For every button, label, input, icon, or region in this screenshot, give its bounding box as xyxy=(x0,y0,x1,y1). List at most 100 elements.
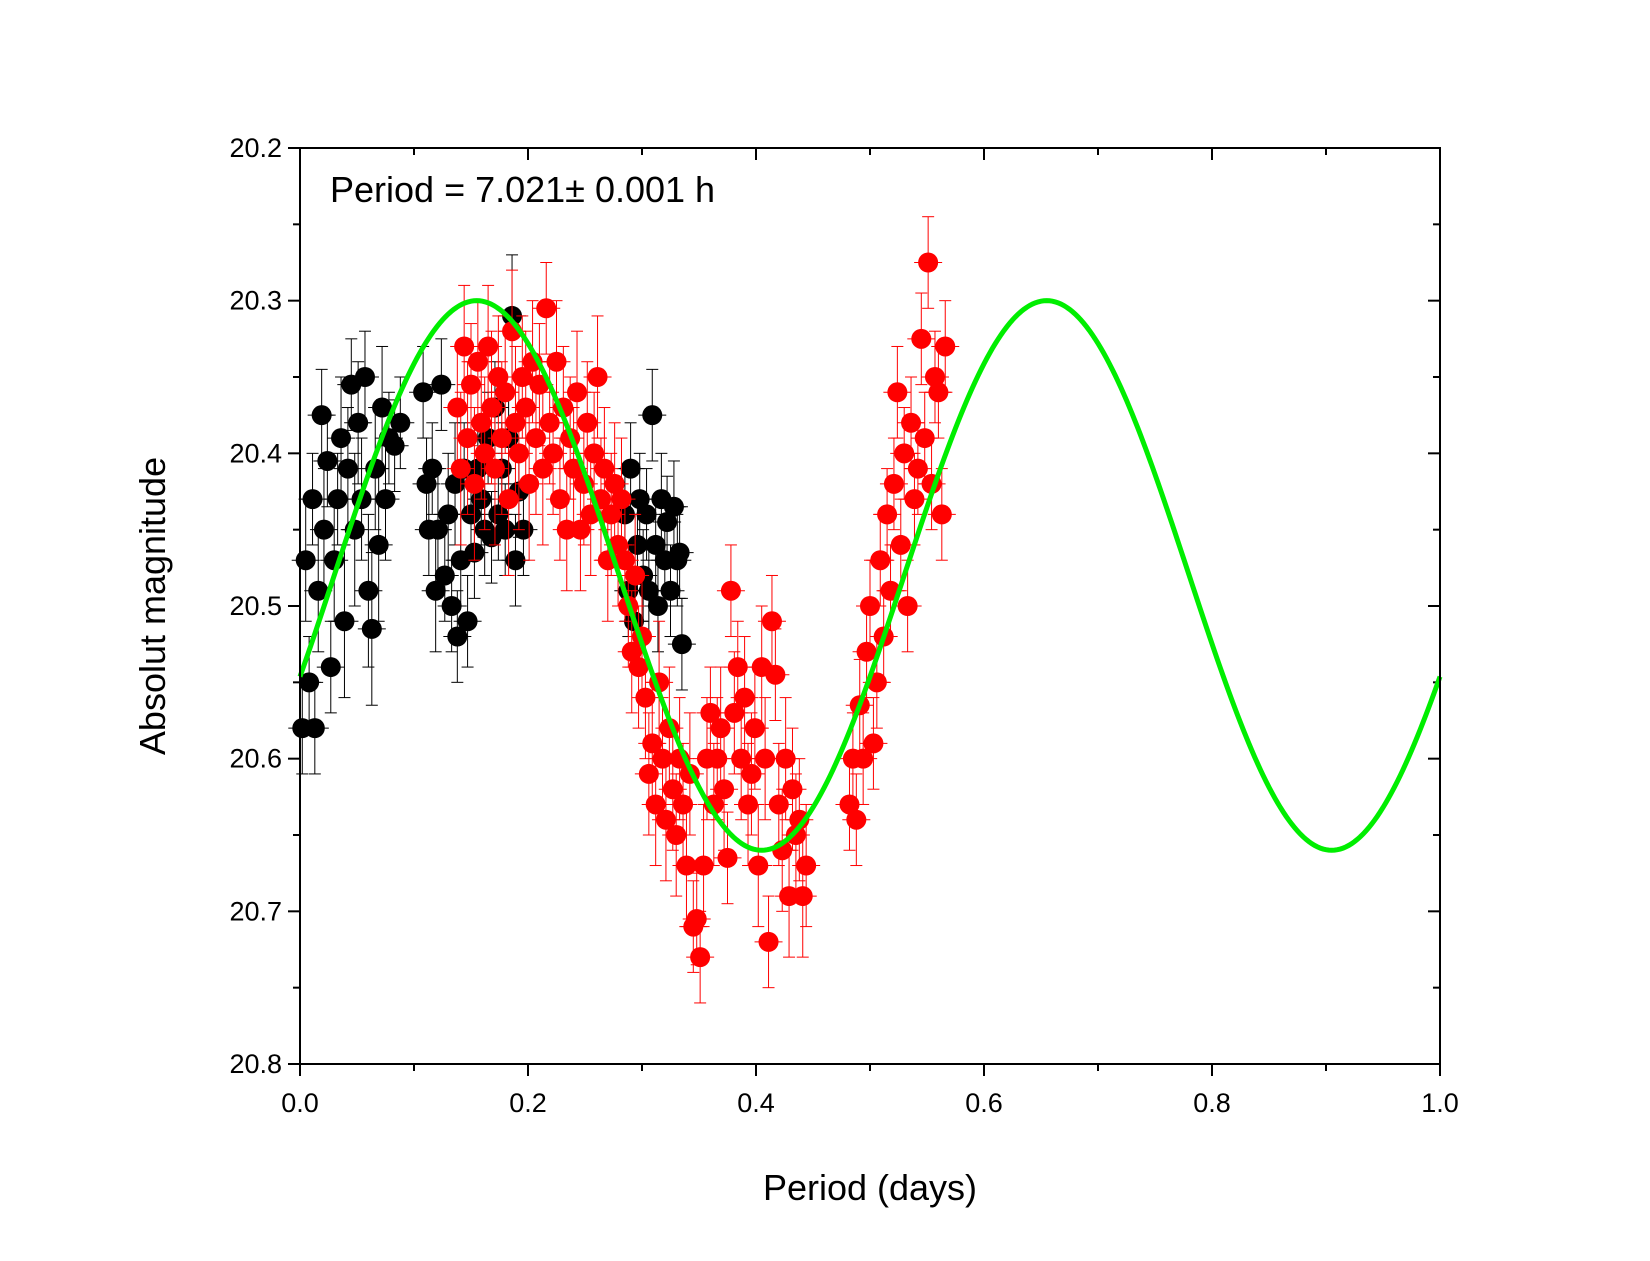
data-point xyxy=(536,298,557,319)
data-point xyxy=(669,542,690,563)
x-tick-label: 0.4 xyxy=(737,1088,775,1118)
data-point xyxy=(755,748,776,769)
data-point xyxy=(918,252,939,273)
data-point xyxy=(792,886,813,907)
data-point xyxy=(628,657,649,678)
data-point xyxy=(594,458,615,479)
data-point xyxy=(525,428,546,449)
data-point xyxy=(655,809,676,830)
data-point xyxy=(587,367,608,387)
data-point xyxy=(638,580,659,601)
y-tick-label: 20.6 xyxy=(229,744,282,774)
data-point xyxy=(549,489,570,510)
data-point xyxy=(924,367,945,387)
data-point xyxy=(508,443,529,464)
data-point xyxy=(657,512,678,533)
data-point xyxy=(331,428,352,449)
data-point xyxy=(361,618,382,639)
data-point xyxy=(464,473,485,494)
data-point xyxy=(758,931,779,952)
data-point xyxy=(717,847,738,868)
data-point xyxy=(384,435,405,456)
data-point xyxy=(768,794,789,815)
data-point xyxy=(570,519,591,540)
data-point xyxy=(635,687,656,708)
y-tick-label: 20.4 xyxy=(229,438,282,468)
data-point xyxy=(447,397,468,418)
data-point xyxy=(334,611,355,632)
data-point xyxy=(734,687,755,708)
data-point xyxy=(427,519,448,540)
data-point xyxy=(304,718,325,739)
data-point xyxy=(491,428,512,449)
data-point xyxy=(897,596,918,616)
data-point xyxy=(907,458,928,479)
data-point xyxy=(413,382,434,403)
data-point xyxy=(647,596,668,616)
data-point xyxy=(877,504,898,525)
data-point xyxy=(887,382,908,403)
data-point xyxy=(543,443,564,464)
data-point xyxy=(904,489,925,510)
data-point xyxy=(337,458,358,479)
data-point xyxy=(645,794,666,815)
data-point xyxy=(390,412,411,433)
data-point xyxy=(894,443,915,464)
data-point xyxy=(785,825,806,845)
data-point xyxy=(853,748,874,769)
data-point xyxy=(471,412,492,433)
data-point xyxy=(765,664,786,685)
data-point xyxy=(642,405,663,426)
data-point xyxy=(529,374,550,395)
y-axis-title: Absolut magnitude xyxy=(132,457,173,755)
data-point xyxy=(671,634,692,655)
data-point xyxy=(372,397,393,418)
data-point xyxy=(512,367,533,387)
series-night-1 xyxy=(288,254,696,775)
data-point xyxy=(320,657,341,678)
data-point xyxy=(584,443,605,464)
y-tick-label: 20.8 xyxy=(229,1049,282,1079)
data-point xyxy=(467,351,488,372)
data-point xyxy=(447,626,468,647)
data-point xyxy=(846,809,867,830)
x-axis-ticks: 0.0 0.2 0.4 0.6 0.8 1.0 xyxy=(281,148,1459,1118)
data-point xyxy=(546,351,567,372)
fit-curve xyxy=(297,298,1443,853)
data-point xyxy=(445,473,466,494)
data-point xyxy=(662,779,683,800)
data-point xyxy=(474,443,495,464)
data-point xyxy=(484,458,505,479)
data-point xyxy=(901,412,922,433)
x-tick-label: 0.0 xyxy=(281,1088,319,1118)
data-point xyxy=(796,855,817,876)
data-point xyxy=(638,763,659,784)
data-point xyxy=(495,382,516,403)
x-axis-title: Period (days) xyxy=(763,1167,977,1208)
data-point xyxy=(928,382,949,403)
data-point xyxy=(914,428,935,449)
x-tick-label: 0.6 xyxy=(965,1088,1003,1118)
data-point xyxy=(577,412,598,433)
data-point xyxy=(478,336,499,357)
period-annotation: Period = 7.021± 0.001 h xyxy=(330,169,715,210)
data-point xyxy=(454,336,475,357)
data-point xyxy=(727,657,748,678)
data-point xyxy=(660,580,681,601)
data-point xyxy=(744,718,765,739)
data-point xyxy=(883,473,904,494)
data-point xyxy=(354,367,375,387)
data-point xyxy=(720,580,741,601)
data-point xyxy=(348,412,369,433)
data-point xyxy=(620,458,641,479)
data-point xyxy=(782,779,803,800)
x-tick-label: 1.0 xyxy=(1421,1088,1459,1118)
data-point xyxy=(317,450,338,471)
data-point xyxy=(676,855,697,876)
data-point xyxy=(714,779,735,800)
plot-frame xyxy=(299,147,1441,1065)
data-point xyxy=(614,550,635,571)
data-point xyxy=(457,428,478,449)
